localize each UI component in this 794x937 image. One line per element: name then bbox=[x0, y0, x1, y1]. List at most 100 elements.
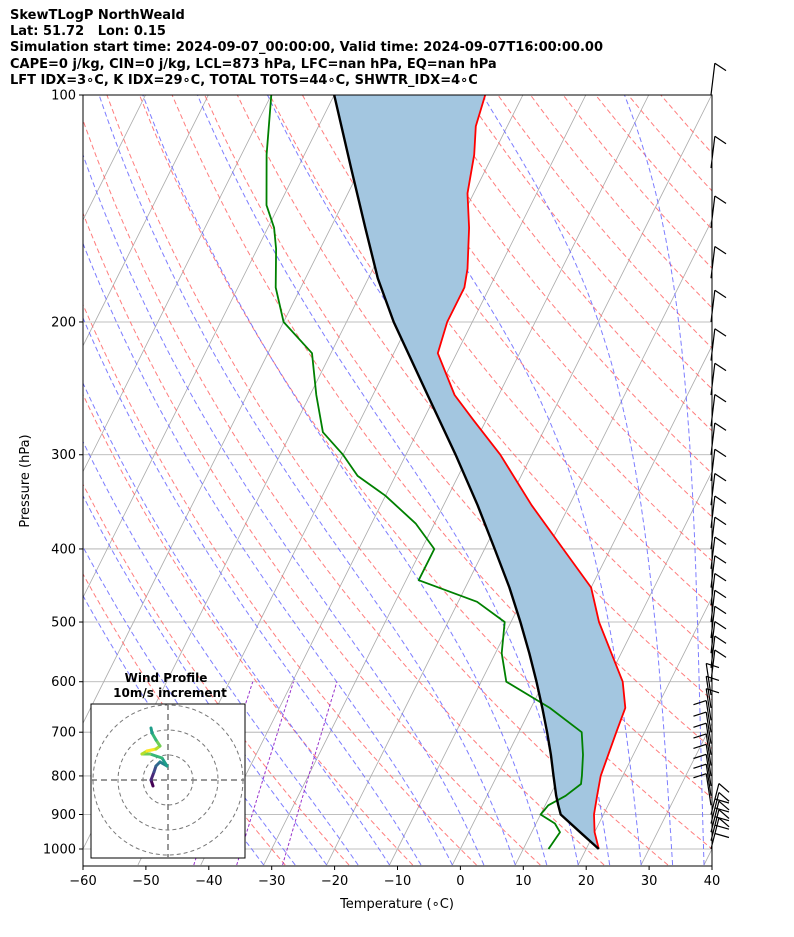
x-tick-label: −60 bbox=[69, 874, 96, 889]
x-tick-label: −10 bbox=[384, 874, 411, 889]
x-tick-label: −30 bbox=[258, 874, 285, 889]
y-tick-label: 400 bbox=[51, 542, 76, 557]
wind-barb bbox=[710, 792, 730, 824]
wind-barbs bbox=[693, 62, 730, 850]
moist-adiabat-line bbox=[83, 494, 328, 866]
x-tick-label: 40 bbox=[704, 874, 721, 889]
isotherm-line bbox=[0, 95, 20, 865]
isotherm-line bbox=[577, 596, 712, 866]
isotherm-line bbox=[389, 219, 712, 866]
wind-barb bbox=[710, 620, 727, 654]
wind-barb bbox=[710, 605, 727, 639]
hodograph-title: Wind Profile bbox=[125, 671, 208, 685]
y-tick-label: 1000 bbox=[43, 843, 76, 858]
wind-barb bbox=[710, 783, 730, 815]
dry-adiabat-line bbox=[497, 95, 712, 349]
dry-adiabat-line bbox=[204, 95, 712, 750]
cape-fill bbox=[334, 95, 626, 849]
moist-adiabat-line bbox=[98, 95, 516, 866]
isotherm-line bbox=[0, 95, 83, 865]
wind-barb bbox=[710, 555, 727, 588]
wind-barb bbox=[710, 422, 727, 455]
wind-barb bbox=[710, 809, 730, 841]
isotherm-line bbox=[83, 95, 398, 725]
y-tick-label: 100 bbox=[51, 89, 76, 104]
chart-title: SkewTLogP NorthWeald bbox=[10, 8, 185, 23]
y-tick-label: 300 bbox=[51, 448, 76, 463]
wind-barb bbox=[710, 448, 727, 482]
dry-adiabat-line bbox=[660, 95, 712, 154]
y-tick-label: 800 bbox=[51, 769, 76, 784]
hodograph-subtitle: 10m/s increment bbox=[113, 686, 227, 700]
wind-profile-inset: Wind Profile 10m/s increment bbox=[90, 671, 246, 859]
dry-adiabat-line bbox=[595, 95, 712, 230]
dry-adiabat-line bbox=[83, 483, 350, 866]
moist-adiabat-line bbox=[142, 95, 548, 866]
dry-adiabat-line bbox=[399, 95, 712, 475]
wind-barb bbox=[710, 800, 730, 833]
isotherm-line bbox=[703, 848, 712, 866]
wind-barb bbox=[710, 649, 727, 682]
moist-adiabat-line bbox=[624, 95, 705, 865]
mixing-ratio-line bbox=[282, 681, 338, 866]
axes: −60 −50 −40 −30 −20 −10 0 10 20 30 40 1000 900 800 700… bbox=[43, 89, 720, 890]
isotherm-line bbox=[83, 95, 209, 347]
x-tick-label: 20 bbox=[578, 874, 595, 889]
wind-barb bbox=[693, 743, 712, 777]
indices-line-1: CAPE=0 j/kg, CIN=0 j/kg, LCL=873 hPa, LF… bbox=[10, 56, 497, 72]
chart-header: SkewTLogP NorthWeald Lat: 51.72 Lon: 0.1… bbox=[10, 8, 603, 89]
hodograph-trace bbox=[160, 756, 169, 768]
wind-barb bbox=[710, 328, 727, 361]
x-tick-label: −50 bbox=[132, 874, 159, 889]
wind-barb bbox=[710, 536, 727, 569]
x-tick-label: 10 bbox=[515, 874, 532, 889]
moist-adiabat-line bbox=[83, 382, 390, 866]
isotherm-line bbox=[326, 95, 712, 866]
wind-barb bbox=[693, 733, 712, 766]
isotherm-line bbox=[640, 722, 712, 866]
dry-adiabat-line bbox=[83, 393, 414, 866]
hodograph-trace bbox=[148, 752, 164, 760]
y-tick-label: 200 bbox=[51, 315, 76, 330]
moist-adiabat-line bbox=[83, 153, 485, 866]
wind-barb bbox=[710, 516, 727, 550]
x-axis-label: Temperature (∘C) bbox=[339, 897, 454, 912]
dry-adiabat-line bbox=[334, 95, 712, 562]
isotherm-line bbox=[83, 95, 272, 473]
time-line: Simulation start time: 2024-09-07_00:00:… bbox=[10, 40, 603, 56]
dry-adiabat-line bbox=[236, 95, 712, 701]
wind-barb bbox=[710, 62, 727, 96]
x-tick-label: 0 bbox=[456, 874, 464, 889]
hodograph-trace bbox=[149, 726, 154, 735]
wind-barb bbox=[693, 753, 712, 787]
wind-barb bbox=[710, 135, 727, 169]
wind-barb bbox=[710, 393, 727, 427]
isotherm-line bbox=[83, 95, 335, 599]
dry-adiabat-line bbox=[367, 95, 712, 518]
wind-barb bbox=[710, 495, 727, 528]
wind-barb bbox=[693, 711, 712, 744]
dry-adiabat-line bbox=[301, 95, 712, 608]
cape-area bbox=[334, 95, 626, 849]
wind-barb bbox=[710, 817, 730, 850]
y-tick-label: 600 bbox=[51, 675, 76, 690]
x-tick-label: 30 bbox=[641, 874, 658, 889]
y-tick-label: 700 bbox=[51, 726, 76, 741]
dry-adiabat-line bbox=[83, 118, 605, 866]
profile-series bbox=[265, 95, 627, 850]
moist-adiabat-line bbox=[83, 440, 359, 866]
wind-barb bbox=[710, 472, 727, 506]
dry-adiabat-line bbox=[106, 95, 669, 866]
wind-barb bbox=[693, 763, 712, 796]
wind-barb bbox=[693, 699, 712, 733]
location-line: Lat: 51.72 Lon: 0.15 bbox=[10, 24, 166, 40]
y-tick-label: 500 bbox=[51, 616, 76, 631]
moist-adiabat-line bbox=[83, 545, 296, 866]
wind-barb bbox=[710, 362, 727, 396]
wind-barb bbox=[693, 722, 712, 755]
wind-barb bbox=[710, 589, 727, 623]
isotherm-line bbox=[263, 95, 650, 866]
isotherm-line bbox=[767, 95, 794, 865]
wind-barb bbox=[693, 773, 712, 806]
